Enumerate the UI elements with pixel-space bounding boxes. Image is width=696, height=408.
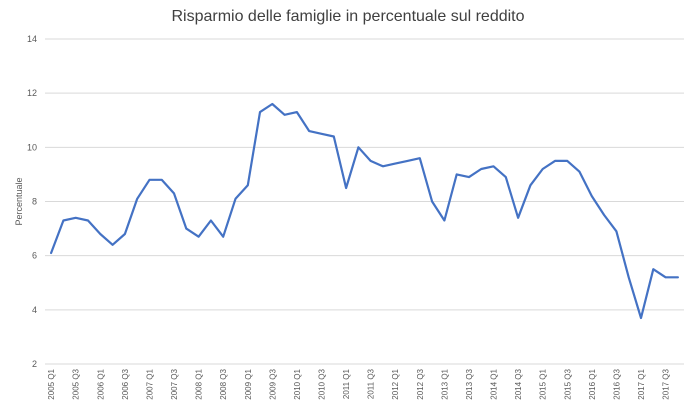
x-tick-label: 2007 Q1	[145, 368, 154, 399]
y-tick-label: 12	[27, 88, 37, 98]
x-tick-label: 2007 Q3	[170, 368, 179, 399]
x-tick-label: 2015 Q1	[539, 368, 548, 399]
x-tick-label: 2005 Q3	[72, 368, 81, 399]
x-tick-label: 2015 Q3	[563, 368, 572, 399]
x-tick-label: 2014 Q3	[514, 368, 523, 399]
x-tick-label: 2011 Q3	[367, 368, 376, 399]
y-axis-ticks: 2 4 6 8 10 12 14	[27, 34, 37, 369]
x-tick-label: 2017 Q3	[662, 368, 671, 399]
y-tick-label: 4	[32, 305, 37, 315]
x-tick-label: 2009 Q3	[268, 368, 277, 399]
x-tick-label: 2017 Q1	[637, 368, 646, 399]
series-layer	[49, 102, 680, 320]
y-tick-label: 2	[32, 359, 37, 369]
y-tick-label: 10	[27, 142, 37, 152]
x-tick-label: 2006 Q1	[96, 368, 105, 399]
x-tick-label: 2009 Q1	[244, 368, 253, 399]
x-tick-label: 2005 Q1	[47, 368, 56, 399]
x-tick-label: 2013 Q3	[465, 368, 474, 399]
y-tick-label: 6	[32, 251, 37, 261]
x-tick-label: 2016 Q1	[588, 368, 597, 399]
x-tick-label: 2012 Q1	[391, 368, 400, 399]
x-tick-label: 2008 Q1	[195, 368, 204, 399]
x-tick-label: 2011 Q1	[342, 368, 351, 399]
y-tick-label: 14	[27, 34, 37, 44]
x-tick-label: 2014 Q1	[490, 368, 499, 399]
chart-title: Risparmio delle famiglie in percentuale …	[171, 8, 525, 25]
x-tick-label: 2016 Q3	[612, 368, 621, 399]
x-tick-label: 2012 Q3	[416, 368, 425, 399]
y-tick-label: 8	[32, 197, 37, 207]
gridlines	[45, 38, 684, 365]
x-tick-label: 2010 Q3	[317, 368, 326, 399]
x-axis-ticks: 2005 Q1 2005 Q3 2006 Q1 2006 Q3 2007 Q1 2007 …	[47, 368, 670, 399]
x-tick-label: 2010 Q1	[293, 368, 302, 399]
x-tick-label: 2013 Q1	[440, 368, 449, 399]
x-tick-label: 2006 Q3	[121, 368, 130, 399]
y-axis-label: Percentuale	[14, 177, 24, 225]
series-line	[49, 102, 680, 320]
x-tick-label: 2008 Q3	[219, 368, 228, 399]
